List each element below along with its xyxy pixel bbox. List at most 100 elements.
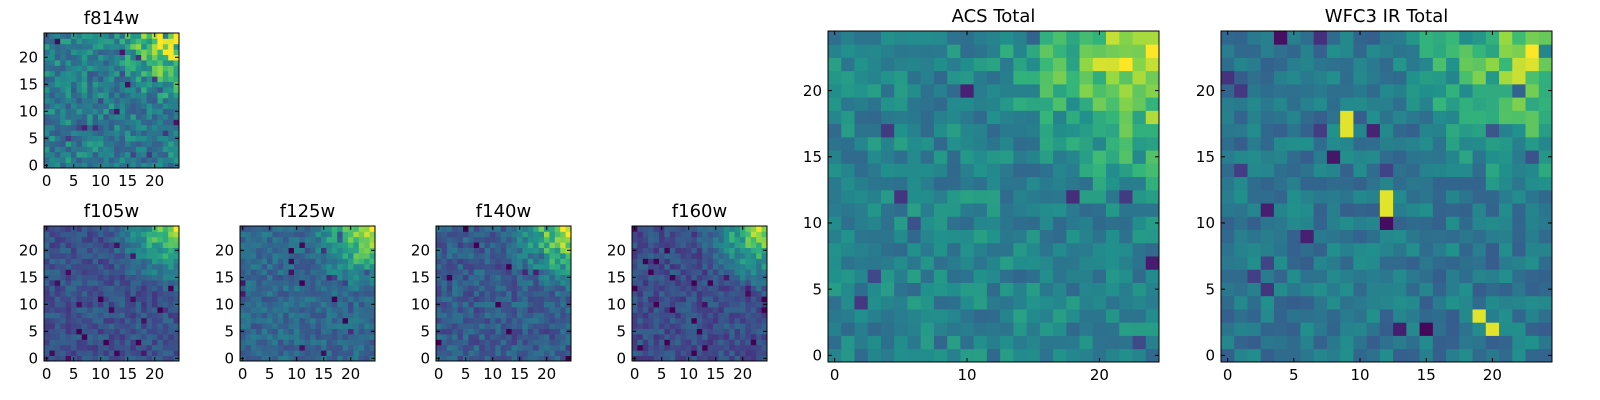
- heatmap-cell: [130, 285, 137, 292]
- heatmap-cell: [173, 151, 180, 158]
- heatmap-cell: [1432, 309, 1447, 323]
- heatmap-cell: [1000, 176, 1014, 191]
- heatmap-cell: [841, 269, 855, 283]
- heatmap-cell: [713, 328, 719, 335]
- heatmap-cell: [511, 307, 518, 313]
- heatmap-cell: [1446, 189, 1460, 204]
- heatmap-cell: [65, 103, 72, 109]
- heatmap-cell: [880, 176, 895, 191]
- y-tick-label: 5: [28, 130, 38, 148]
- heatmap-cell: [348, 296, 354, 302]
- heatmap-cell: [632, 258, 638, 265]
- heatmap-cell: [894, 256, 908, 270]
- heatmap-cell: [565, 312, 572, 319]
- heatmap-cell: [659, 236, 665, 243]
- heatmap-cell: [933, 31, 948, 45]
- heatmap-cell: [1145, 322, 1160, 336]
- heatmap-cell: [642, 317, 649, 324]
- heatmap-cell: [680, 344, 687, 351]
- heatmap-cell: [157, 258, 164, 265]
- heatmap-cell: [696, 290, 703, 297]
- heatmap-cell: [250, 285, 257, 292]
- heatmap-cell: [315, 328, 322, 335]
- heatmap-cell: [310, 236, 316, 243]
- heatmap-cell: [135, 253, 142, 259]
- heatmap-cell: [1247, 163, 1262, 178]
- heatmap-cell: [135, 103, 142, 109]
- heatmap-cell: [119, 258, 126, 265]
- heatmap-cell: [321, 301, 327, 308]
- heatmap-cell: [49, 263, 56, 270]
- heatmap-cell: [506, 263, 512, 270]
- heatmap-cell: [81, 334, 88, 340]
- heatmap-cell: [637, 263, 644, 270]
- heatmap-cell: [98, 280, 104, 286]
- heatmap-cell: [642, 285, 649, 292]
- heatmap-cell: [173, 280, 180, 286]
- heatmap-cell: [1106, 295, 1120, 310]
- heatmap-cell: [71, 157, 77, 163]
- heatmap-cell: [1432, 123, 1447, 138]
- heatmap-cell: [1119, 322, 1133, 336]
- heatmap-cell: [632, 269, 638, 275]
- heatmap-cell: [986, 31, 1001, 45]
- heatmap-cell: [718, 242, 725, 248]
- heatmap-cell: [632, 285, 638, 292]
- heatmap-cell: [348, 263, 354, 270]
- heatmap-cell: [1221, 110, 1235, 125]
- heatmap-cell: [632, 280, 638, 286]
- heatmap-cell: [1026, 348, 1041, 363]
- heatmap-cell: [1472, 203, 1487, 217]
- heatmap-cell: [272, 269, 279, 275]
- heatmap-cell: [1366, 163, 1381, 178]
- heatmap-cell: [98, 135, 104, 142]
- heatmap-cell: [554, 339, 561, 346]
- heatmap-cell: [750, 231, 757, 238]
- heatmap-cell: [277, 301, 284, 308]
- heatmap-cell: [157, 317, 164, 324]
- heatmap-cell: [527, 258, 534, 265]
- heatmap-cell: [173, 70, 180, 77]
- heatmap-cell: [1538, 203, 1553, 217]
- heatmap-cell: [342, 328, 349, 335]
- heatmap-cell: [65, 307, 72, 313]
- heatmap-cell: [484, 280, 491, 286]
- heatmap-cell: [854, 97, 869, 111]
- heatmap-cell: [527, 247, 534, 254]
- heatmap-cell: [76, 70, 83, 77]
- heatmap-cell: [54, 87, 61, 93]
- heatmap-cell: [98, 312, 104, 319]
- heatmap-cell: [441, 269, 448, 275]
- heatmap-cell: [565, 236, 572, 243]
- heatmap-cell: [920, 216, 935, 230]
- heatmap-cell: [125, 258, 131, 265]
- heatmap-cell: [1119, 150, 1133, 164]
- heatmap-cell: [1287, 57, 1301, 72]
- heatmap-cell: [1079, 309, 1094, 323]
- heatmap-cell: [49, 253, 56, 259]
- heatmap-cell: [157, 162, 164, 169]
- heatmap-cell: [473, 258, 480, 265]
- heatmap-cell: [162, 301, 169, 308]
- heatmap-cell: [250, 307, 257, 313]
- heatmap-cell: [933, 70, 948, 85]
- heatmap-cell: [745, 339, 752, 346]
- heatmap-cell: [907, 335, 922, 350]
- heatmap-cell: [484, 258, 491, 265]
- heatmap-cell: [1472, 97, 1487, 111]
- heatmap-cell: [549, 312, 556, 319]
- heatmap-cell: [283, 328, 289, 335]
- heatmap-cell: [659, 258, 665, 265]
- heatmap-cell: [828, 335, 842, 350]
- heatmap-cell: [468, 269, 475, 275]
- heatmap-cell: [511, 344, 518, 351]
- heatmap-cell: [473, 323, 480, 329]
- heatmap-cell: [304, 328, 311, 335]
- heatmap-cell: [141, 76, 147, 82]
- heatmap-cell: [141, 334, 147, 340]
- heatmap-cell: [1340, 136, 1354, 151]
- heatmap-cell: [321, 242, 327, 248]
- heatmap-cell: [854, 31, 869, 45]
- heatmap-cell: [828, 136, 842, 151]
- heatmap-cell: [1053, 123, 1067, 138]
